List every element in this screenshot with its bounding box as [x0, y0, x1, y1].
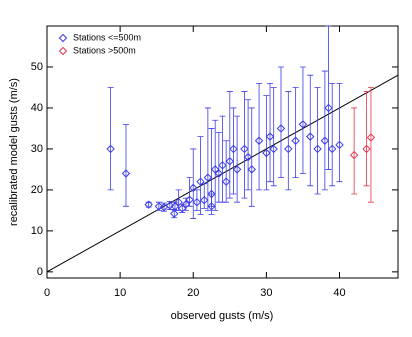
point — [240, 144, 249, 154]
error-bar — [223, 140, 230, 203]
point — [254, 136, 264, 145]
legend-marker — [58, 46, 68, 56]
point — [210, 165, 220, 174]
point — [178, 204, 187, 213]
point — [185, 195, 194, 204]
point — [291, 136, 300, 145]
error-bar — [197, 136, 204, 215]
point — [214, 169, 224, 178]
point — [262, 148, 271, 158]
point — [243, 152, 253, 162]
y-tick-label: 40 — [31, 102, 43, 114]
point — [247, 165, 256, 174]
error-bar — [145, 201, 152, 208]
point — [327, 144, 337, 154]
point — [232, 165, 242, 174]
point — [170, 202, 180, 211]
point — [192, 197, 202, 207]
point — [203, 173, 213, 182]
error-bar — [245, 99, 252, 191]
point — [165, 201, 175, 210]
point — [181, 200, 191, 209]
x-tick-label: 0 — [44, 287, 50, 299]
error-bar — [367, 87, 374, 203]
point — [298, 120, 308, 129]
point — [229, 144, 238, 154]
plot-frame — [46, 25, 399, 279]
y-tick-label: 10 — [31, 225, 43, 237]
error-bar — [363, 91, 370, 187]
x-tick-label: 10 — [114, 287, 126, 299]
legend-label: Stations >500m — [73, 45, 136, 55]
x-tick-label: 20 — [187, 287, 199, 299]
error-bar — [270, 87, 277, 187]
error-bar — [230, 107, 237, 195]
error-bar — [208, 193, 215, 215]
x-tick-label: 30 — [260, 287, 272, 299]
x-axis-label: observed gusts (m/s) — [171, 310, 274, 322]
point — [170, 209, 179, 218]
point — [335, 140, 344, 150]
error-bar — [248, 107, 255, 207]
error-bar — [325, 25, 332, 170]
point — [154, 202, 164, 211]
error-bar — [307, 74, 314, 187]
point — [144, 200, 153, 209]
point — [320, 136, 330, 145]
error-bar — [278, 66, 284, 179]
point — [349, 150, 359, 160]
y-tick-label: 20 — [31, 184, 43, 196]
error-bar — [219, 115, 226, 203]
error-bar — [186, 177, 193, 207]
error-bar — [226, 91, 233, 199]
point — [306, 132, 315, 141]
point — [207, 202, 216, 211]
y-tick-label: 50 — [31, 61, 43, 73]
error-bar — [292, 87, 299, 179]
point — [218, 161, 227, 170]
legend-label: Stations <=500m — [73, 32, 141, 42]
y-axis-label: recalibrated model gusts (m/s) — [8, 78, 20, 226]
error-bar — [193, 189, 200, 211]
point — [106, 144, 115, 154]
point — [265, 132, 275, 141]
y-tick-label: 30 — [31, 143, 43, 155]
point — [189, 183, 198, 193]
point — [174, 197, 183, 207]
point — [366, 133, 376, 142]
point — [362, 144, 371, 154]
point — [121, 169, 131, 178]
point — [200, 195, 209, 205]
legend-marker — [58, 33, 68, 43]
error-bar — [336, 82, 343, 183]
error-bar — [285, 91, 292, 191]
error-bar — [122, 123, 129, 207]
point — [221, 177, 231, 186]
error-bar — [329, 82, 336, 187]
point — [276, 124, 286, 133]
error-bar — [321, 70, 328, 191]
error-bar — [263, 95, 270, 191]
point — [269, 144, 278, 154]
point — [196, 177, 205, 186]
point — [225, 157, 235, 166]
point — [313, 144, 322, 154]
y-tick-label: 0 — [37, 266, 43, 278]
error-bar — [107, 87, 114, 191]
x-tick-label: 40 — [333, 287, 345, 299]
error-bar — [314, 87, 321, 195]
error-bar — [234, 115, 241, 203]
point — [284, 144, 293, 154]
error-bar — [204, 107, 211, 211]
point — [324, 103, 333, 113]
